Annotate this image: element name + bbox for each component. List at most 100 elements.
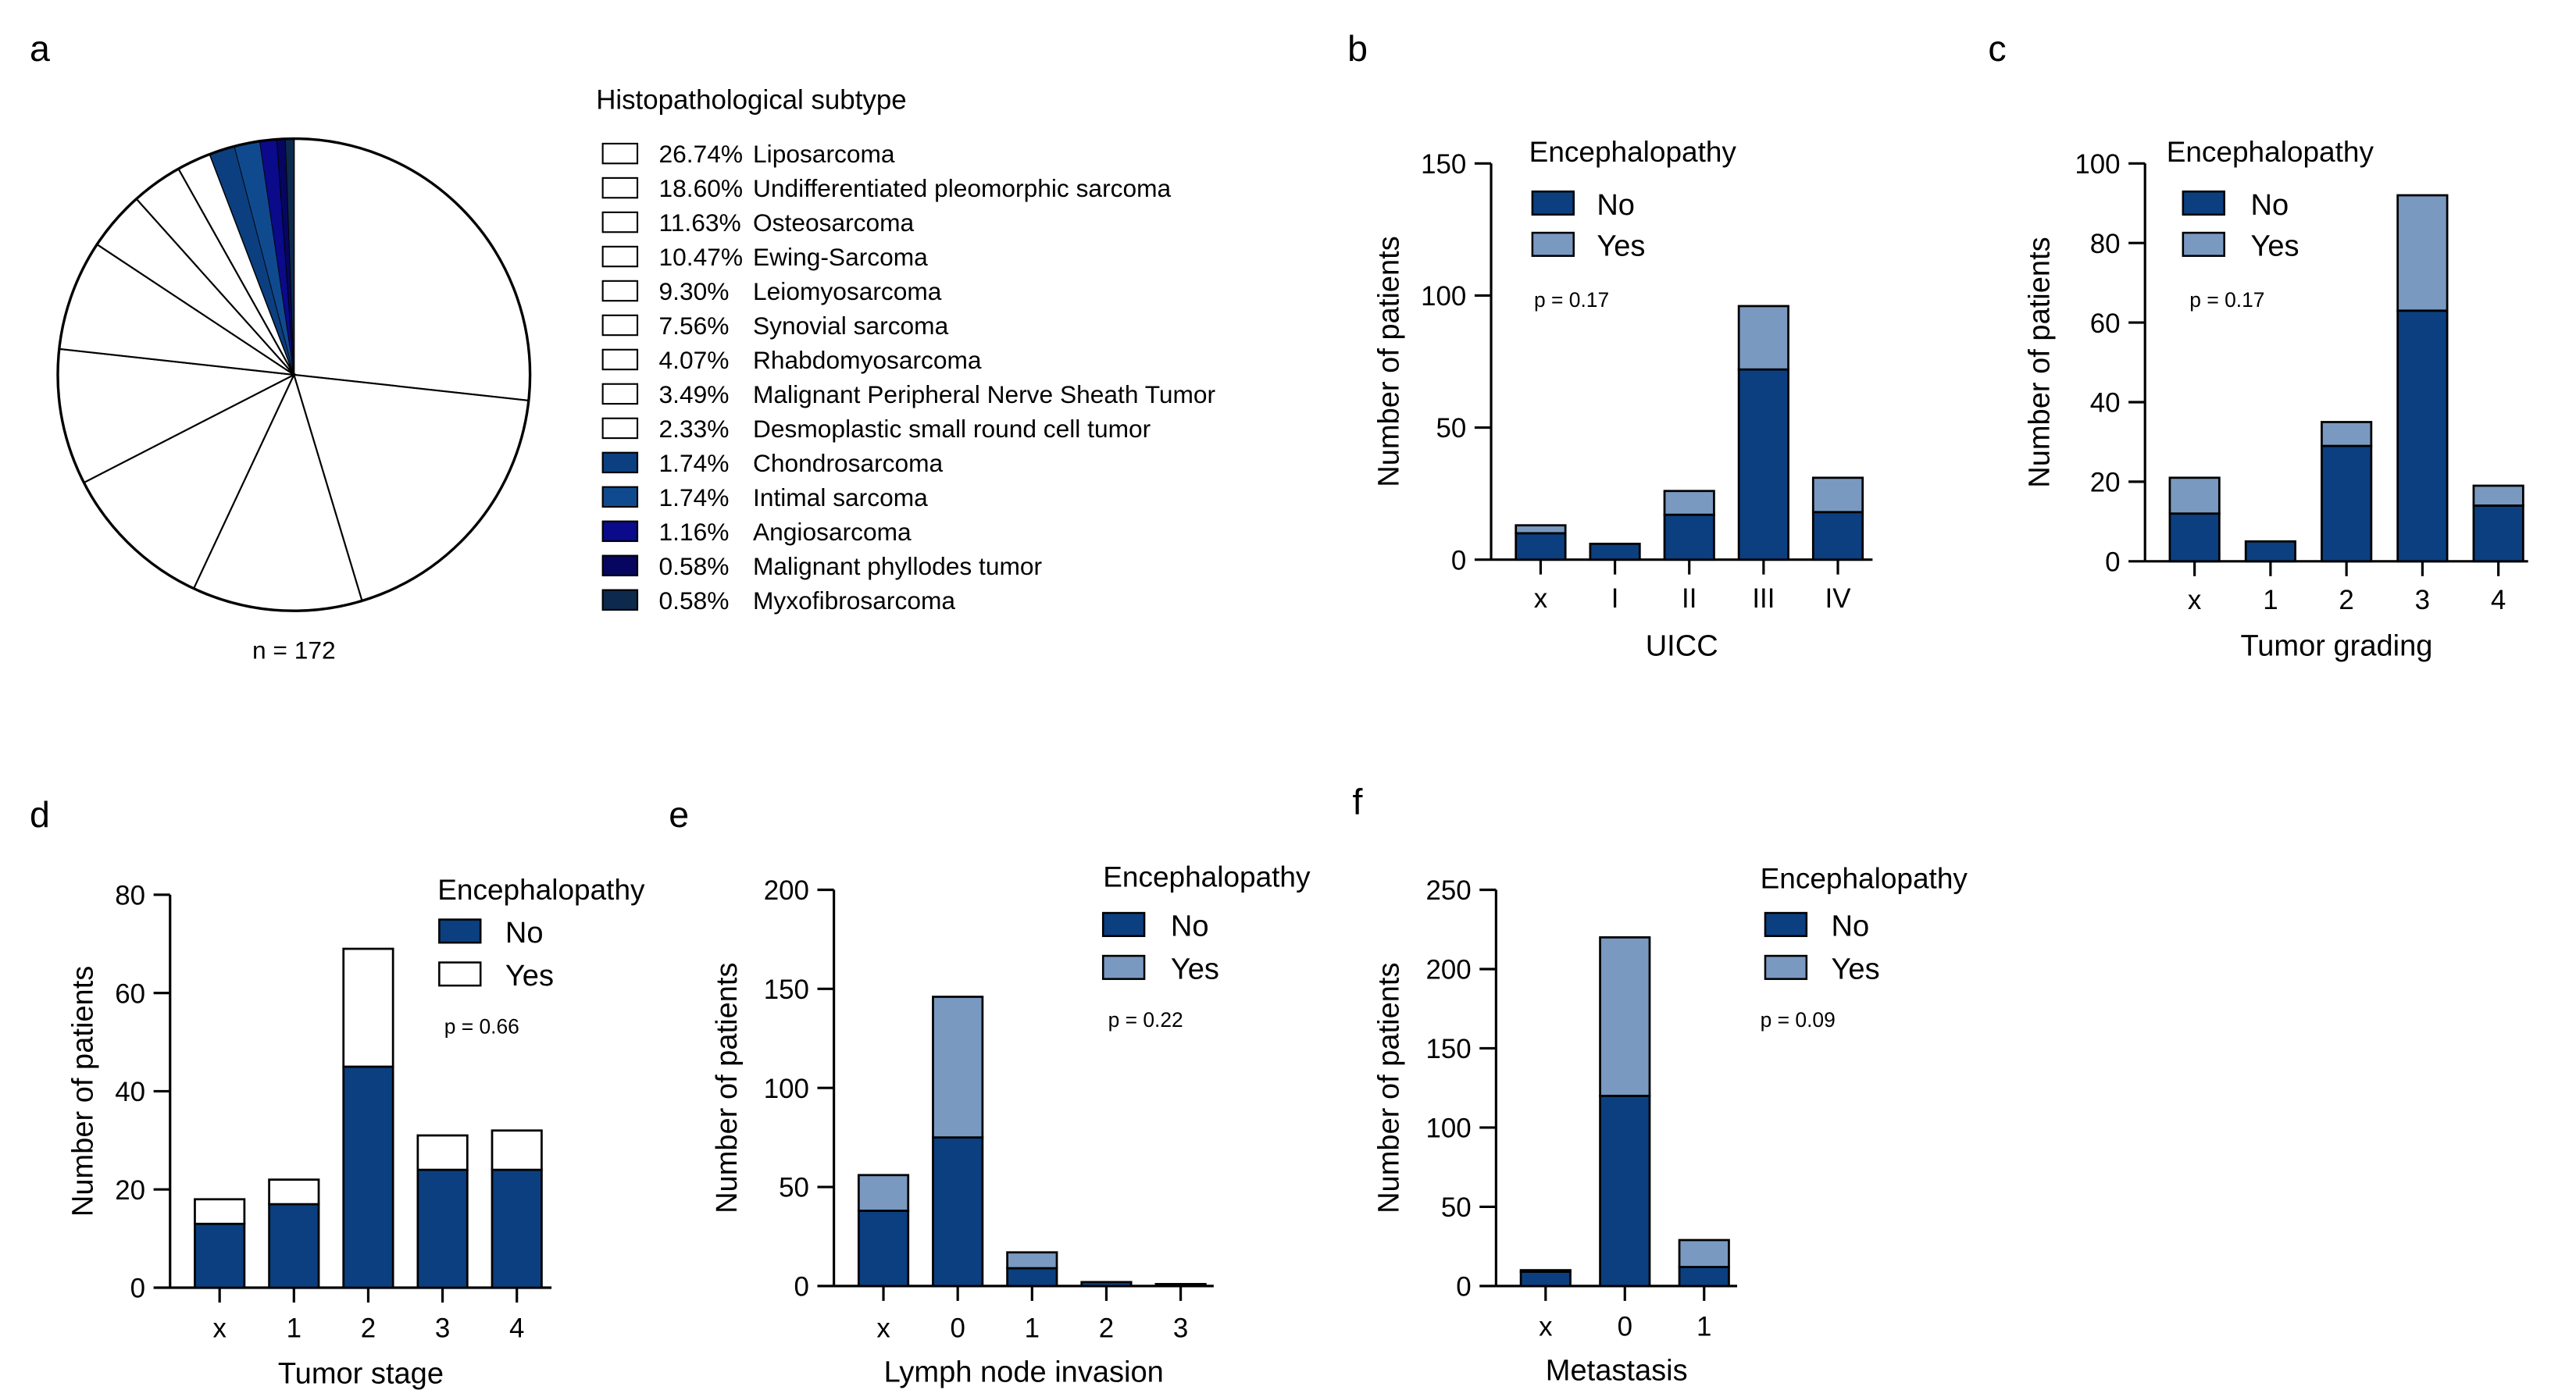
- bar-d-no-2: [342, 1065, 394, 1289]
- p-value-b: p = 0.17: [1534, 288, 1609, 312]
- pie-legend-label-8: Malignant Peripheral Nerve Sheath Tumor: [753, 380, 1216, 408]
- legend-swatch-f-no: [1764, 911, 1808, 937]
- pie-slice-1: [293, 137, 531, 402]
- x-tick-label-c-0: x: [2188, 585, 2202, 615]
- panel-e: e 0 50 100 150 200 x 0 1 2 3 Lymph node invasion Num…: [669, 794, 1311, 1388]
- pie-legend-pct-8: 3.49%: [659, 380, 730, 408]
- legend-label-e-no: No: [1171, 911, 1209, 943]
- pie-legend-label-3: Osteosarcoma: [753, 208, 915, 237]
- bar-d-no-0: [194, 1222, 246, 1289]
- bar-c-no-1: [2244, 540, 2296, 563]
- bar-d-yes-0: [194, 1198, 246, 1225]
- x-tick-label-e-1: 0: [950, 1313, 965, 1343]
- bar-b-yes-4: [1811, 476, 1864, 514]
- bar-f-yes-2: [1678, 1238, 1730, 1268]
- x-axis-label-d: Tumor stage: [278, 1358, 444, 1391]
- pie-legend-swatch-2: [601, 176, 639, 199]
- y-tick-label-f-2: 100: [1425, 1114, 1471, 1144]
- bar-e-no-1: [932, 1136, 984, 1288]
- bar-f-yes-1: [1599, 936, 1651, 1097]
- pie-legend-swatch-8: [601, 383, 639, 405]
- y-tick-label-c-1: 20: [2090, 468, 2121, 498]
- pie-legend-label-7: Rhabdomyosarcoma: [753, 346, 982, 374]
- x-tick-label-c-2: 2: [2339, 585, 2353, 615]
- y-tick-label-e-0: 0: [794, 1272, 809, 1303]
- bar-b-no-1: [1589, 543, 1641, 561]
- x-tick-label-d-1: 1: [287, 1313, 301, 1343]
- bar-b-no-4: [1811, 511, 1864, 561]
- legend-swatch-e-yes: [1101, 954, 1146, 980]
- p-value-f: p = 0.09: [1761, 1008, 1836, 1032]
- y-tick-label-b-0: 0: [1451, 545, 1466, 576]
- bar-c-no-2: [2321, 444, 2373, 563]
- x-tick-label-b-1: I: [1611, 583, 1619, 614]
- bar-d-yes-4: [491, 1129, 543, 1171]
- y-tick-label-f-3: 150: [1425, 1034, 1471, 1064]
- pie-legend-label-13: Malignant phyllodes tumor: [753, 552, 1043, 580]
- bar-d-no-4: [491, 1168, 543, 1289]
- y-tick-label-b-2: 100: [1421, 281, 1466, 312]
- legend-swatch-c-no: [2182, 190, 2225, 216]
- bar-b-no-3: [1737, 368, 1789, 561]
- x-axis-label-c: Tumor grading: [2240, 629, 2432, 662]
- pie-legend-pct-11: 1.74%: [659, 483, 730, 511]
- pie-legend-swatch-1: [601, 142, 639, 165]
- pie-legend-pct-1: 26.74%: [659, 140, 744, 168]
- y-tick-label-f-4: 200: [1425, 955, 1471, 985]
- panel-d: d 0 20 40 60 80 x 1 2 3 4 Tumor stage Number of pati…: [30, 794, 645, 1390]
- pie-legend-label-1: Liposarcoma: [753, 140, 895, 168]
- bar-b-no-2: [1663, 513, 1715, 561]
- legend-swatch-e-no: [1101, 911, 1146, 937]
- pie-legend-swatch-9: [601, 417, 639, 440]
- y-tick-label-d-3: 60: [115, 978, 145, 1009]
- pie-legend-pct-4: 10.47%: [659, 243, 744, 271]
- y-tick-label-f-5: 250: [1425, 875, 1471, 906]
- bar-e-no-4: [1154, 1282, 1207, 1288]
- pie-legend-pct-10: 1.74%: [659, 449, 730, 477]
- legend-label-f-no: No: [1832, 911, 1870, 943]
- bar-f-no-0: [1519, 1270, 1572, 1288]
- legend-label-b-yes: Yes: [1597, 230, 1645, 263]
- pie-legend-pct-14: 0.58%: [659, 586, 730, 615]
- y-axis-label-e: Number of patients: [711, 962, 744, 1213]
- x-tick-label-d-2: 2: [361, 1313, 376, 1343]
- legend-swatch-b-no: [1531, 190, 1575, 216]
- bar-e-no-2: [1006, 1267, 1058, 1288]
- x-tick-label-d-0: x: [212, 1313, 227, 1343]
- x-tick-label-c-3: 3: [2415, 585, 2430, 615]
- bar-c-no-3: [2396, 309, 2449, 563]
- y-tick-label-e-3: 150: [764, 975, 809, 1005]
- legend-swatch-c-yes: [2182, 231, 2225, 257]
- bar-d-yes-2: [342, 947, 394, 1068]
- y-axis-label-f: Number of patients: [1373, 962, 1406, 1213]
- legend-label-f-yes: Yes: [1832, 953, 1880, 986]
- bar-d-yes-1: [268, 1178, 320, 1206]
- pie-n-label: n = 172: [252, 636, 336, 665]
- y-tick-label-d-1: 20: [115, 1175, 145, 1206]
- x-tick-label-c-4: 4: [2491, 585, 2506, 615]
- legend-swatch-d-no: [438, 918, 482, 944]
- bar-c-yes-0: [2168, 476, 2221, 515]
- legend-swatch-b-yes: [1531, 231, 1575, 257]
- x-tick-label-c-1: 1: [2263, 585, 2278, 615]
- y-axis-label-b: Number of patients: [1373, 236, 1406, 486]
- bar-b-yes-0: [1515, 524, 1567, 535]
- pie-legend-label-9: Desmoplastic small round cell tumor: [753, 415, 1151, 443]
- bar-b-yes-2: [1663, 490, 1715, 516]
- y-tick-label-e-4: 200: [764, 875, 809, 906]
- pie-outline: [56, 137, 532, 612]
- pie-legend-pct-3: 11.63%: [659, 208, 741, 237]
- x-tick-label-b-2: II: [1682, 583, 1697, 614]
- pie-legend-swatch-3: [601, 211, 639, 233]
- bar-c-yes-3: [2396, 194, 2449, 312]
- x-tick-label-f-2: 1: [1697, 1311, 1711, 1342]
- y-axis-label-d: Number of patients: [66, 966, 99, 1217]
- y-tick-label-d-2: 40: [115, 1077, 145, 1107]
- panel-label-c: c: [1988, 28, 2006, 69]
- y-axis-label-c: Number of patients: [2024, 237, 2057, 487]
- pie-legend-pct-13: 0.58%: [659, 552, 730, 580]
- y-tick-label-c-5: 100: [2075, 149, 2120, 180]
- bar-c-yes-4: [2472, 484, 2524, 507]
- x-tick-label-f-0: x: [1539, 1311, 1553, 1342]
- pie-legend-swatch-14: [601, 589, 639, 611]
